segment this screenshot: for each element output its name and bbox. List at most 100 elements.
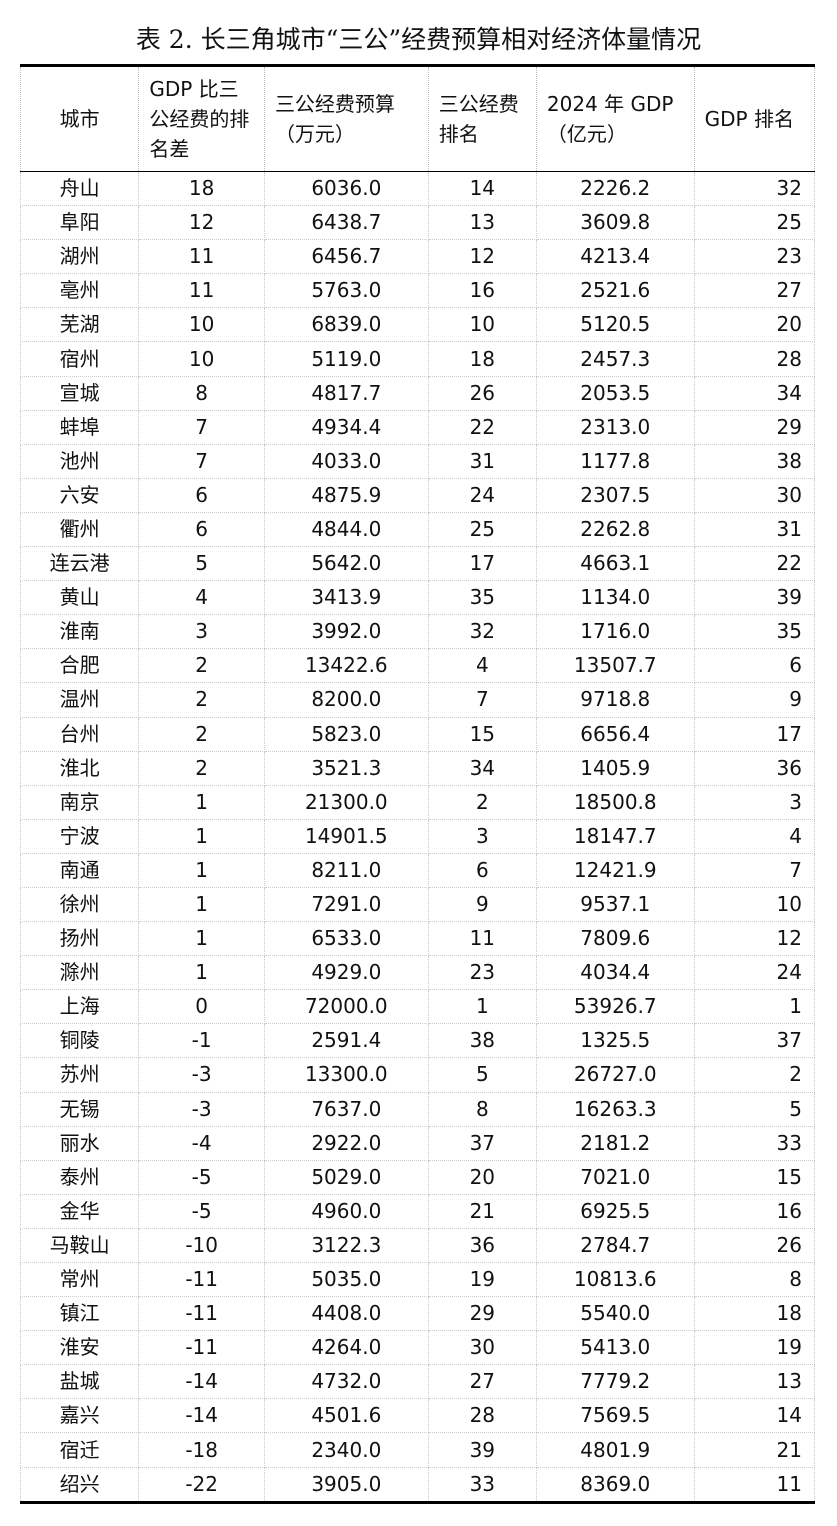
table-cell: 20 [427, 1159, 537, 1195]
table-cell: 5763.0 [263, 273, 429, 309]
table-cell: 1 [138, 784, 265, 820]
table-cell: 南通 [19, 852, 140, 888]
table-cell: 25 [427, 511, 537, 548]
table-cell: 11 [138, 273, 265, 309]
table-cell: 淮北 [19, 750, 140, 786]
table-cell: 滁州 [19, 955, 140, 991]
table-cell: 6 [138, 511, 265, 548]
table-cell: 9537.1 [535, 886, 695, 923]
table-cell: 4801.9 [535, 1432, 695, 1468]
table-cell: 6 [693, 648, 816, 684]
table-cell: 12 [138, 205, 265, 241]
table-cell: 7569.5 [535, 1398, 695, 1434]
table-cell: 5119.0 [263, 341, 429, 377]
table-cell: 6925.5 [535, 1193, 695, 1229]
table-cell: 1177.8 [535, 443, 695, 479]
table-cell: 2 [427, 784, 537, 820]
table-row: 连云港 5 5642.0 17 4663.1 22 [19, 546, 816, 582]
table-cell: 台州 [19, 716, 140, 752]
table-cell: 7809.6 [535, 921, 695, 957]
table-cell: 4929.0 [263, 955, 429, 991]
table-row: 黄山 4 3413.9 35 1134.0 39 [19, 580, 816, 616]
table-cell: 4033.0 [263, 443, 429, 479]
table-cell: 宿州 [19, 341, 140, 377]
table-cell: 2 [138, 682, 265, 718]
table-cell: -5 [138, 1193, 265, 1229]
table-cell: 30 [427, 1330, 537, 1366]
table-cell: 2521.6 [535, 273, 695, 309]
table-cell: 18 [427, 341, 537, 377]
table-row: 上海 0 72000.0 1 53926.7 1 [19, 989, 816, 1025]
table-cell: 1405.9 [535, 750, 695, 786]
table-row: 湖州 11 6456.7 12 4213.4 23 [19, 239, 816, 275]
table-cell: -3 [138, 1091, 265, 1127]
table-cell: 6 [138, 477, 265, 513]
table-cell: 2340.0 [263, 1432, 429, 1468]
table-cell: 7 [693, 852, 816, 888]
table-cell: 温州 [19, 682, 140, 718]
table-cell: 18 [693, 1296, 816, 1332]
table-cell: 5029.0 [263, 1159, 429, 1195]
table-cell: 1 [138, 921, 265, 957]
table-cell: 7291.0 [263, 886, 429, 923]
table-row: 苏州 -3 13300.0 5 26727.0 2 [19, 1057, 816, 1093]
table-cell: 连云港 [19, 546, 140, 582]
table-cell: 2 [693, 1057, 816, 1093]
table-cell: 4501.6 [263, 1398, 429, 1434]
table-cell: 35 [427, 580, 537, 616]
table-cell: 丽水 [19, 1125, 140, 1161]
table-cell: 4934.4 [263, 409, 429, 445]
table-cell: 宣城 [19, 375, 140, 411]
table-row: 淮北 2 3521.3 34 1405.9 36 [19, 750, 816, 786]
table-cell: 4 [427, 648, 537, 684]
table-row: 嘉兴 -14 4501.6 28 7569.5 14 [19, 1398, 816, 1434]
table-cell: 2591.4 [263, 1023, 429, 1059]
table-row: 绍兴 -22 3905.0 33 8369.0 11 [19, 1466, 816, 1503]
table-cell: 29 [693, 409, 816, 445]
table-cell: 72000.0 [263, 989, 429, 1025]
table-row: 淮南 3 3992.0 32 1716.0 35 [19, 614, 816, 650]
table-cell: -22 [138, 1466, 265, 1503]
table-cell: 无锡 [19, 1091, 140, 1127]
table-cell: 23 [427, 955, 537, 991]
table-cell: 4960.0 [263, 1193, 429, 1229]
table-cell: 6438.7 [263, 205, 429, 241]
table-cell: 22 [427, 409, 537, 445]
table-cell: 淮安 [19, 1330, 140, 1366]
table-cell: -5 [138, 1159, 265, 1195]
table-cell: 1325.5 [535, 1023, 695, 1059]
table-cell: 泰州 [19, 1159, 140, 1195]
table-cell: 1 [138, 852, 265, 888]
table-cell: 13 [427, 205, 537, 241]
table-row: 盐城 -14 4732.0 27 7779.2 13 [19, 1364, 816, 1400]
table-cell: 4875.9 [263, 477, 429, 513]
table-cell: 16 [427, 273, 537, 309]
table-cell: 芜湖 [19, 307, 140, 343]
table-cell: 阜阳 [19, 205, 140, 241]
table-cell: 32 [693, 170, 816, 207]
table-cell: 6036.0 [263, 170, 429, 207]
table-row: 徐州 1 7291.0 9 9537.1 10 [19, 886, 816, 923]
table-cell: 宿迁 [19, 1432, 140, 1468]
table-cell: 24 [427, 477, 537, 513]
table-cell: 28 [427, 1398, 537, 1434]
table-row: 金华 -5 4960.0 21 6925.5 16 [19, 1193, 816, 1229]
table-cell: 38 [427, 1023, 537, 1059]
table-cell: 合肥 [19, 648, 140, 684]
table-row: 南京 1 21300.0 2 18500.8 3 [19, 784, 816, 820]
table-cell: 7 [427, 682, 537, 718]
table-cell: 11 [427, 921, 537, 957]
table-cell: 2784.7 [535, 1227, 695, 1264]
column-header: 三公经费预算（万元） [263, 65, 429, 172]
table-cell: 11 [138, 239, 265, 275]
table-cell: 5 [138, 546, 265, 582]
table-row: 滁州 1 4929.0 23 4034.4 24 [19, 955, 816, 991]
table-cell: 8 [138, 375, 265, 411]
table-row: 马鞍山 -10 3122.3 36 2784.7 26 [19, 1227, 816, 1264]
table-cell: 31 [693, 511, 816, 548]
table-cell: 12 [693, 921, 816, 957]
column-header: 城市 [19, 65, 140, 172]
table-cell: 26727.0 [535, 1057, 695, 1093]
column-header: GDP 排名 [693, 65, 816, 172]
table-cell: 2457.3 [535, 341, 695, 377]
